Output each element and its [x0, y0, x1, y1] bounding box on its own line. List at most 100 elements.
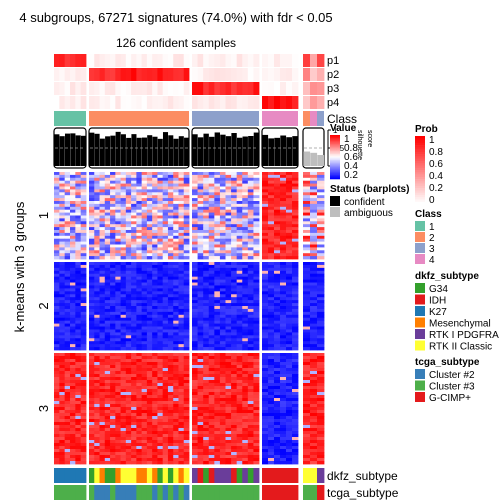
heatmap-cell: [99, 395, 106, 399]
heatmap-cell: [70, 386, 76, 390]
heatmap-cell: [242, 227, 249, 231]
prob-legend-swatch: [415, 145, 425, 148]
heatmap-cell: [183, 294, 190, 298]
heatmap-cell: [136, 195, 143, 199]
prob-cell: [136, 96, 143, 109]
heatmap-cell: [274, 410, 281, 414]
heatmap-cell: [247, 282, 254, 286]
heatmap-cell: [104, 209, 111, 213]
heatmap-cell: [286, 198, 293, 202]
heatmap-cell: [225, 338, 232, 342]
heatmap-cell: [120, 206, 127, 211]
heatmap-cell: [225, 250, 232, 254]
heatmap-cell: [80, 212, 87, 216]
heatmap-cell: [274, 256, 281, 260]
heatmap-cell: [89, 174, 95, 179]
heatmap-cell: [236, 368, 243, 372]
heatmap-cell: [173, 247, 179, 251]
heatmap-cell: [183, 383, 190, 387]
heatmap-cell: [214, 232, 221, 237]
heatmap-cell: [183, 189, 190, 193]
heatmap-cell: [303, 332, 311, 336]
heatmap-cell: [214, 392, 221, 396]
heatmap-cell: [152, 338, 158, 342]
heatmap-cell: [268, 341, 275, 345]
prob-cell: [178, 82, 185, 95]
heatmap-cell: [253, 431, 260, 435]
prob-cell: [253, 54, 260, 67]
heatmap-cell: [120, 186, 127, 190]
heatmap-cell: [192, 235, 198, 240]
heatmap-cell: [89, 276, 95, 280]
heatmap-cell: [75, 306, 82, 310]
heatmap-cell: [231, 398, 238, 402]
heatmap-cell: [99, 419, 106, 423]
heatmap-cell: [141, 386, 148, 390]
heatmap-cell: [286, 180, 293, 184]
heatmap-cell: [286, 227, 293, 231]
heatmap-cell: [197, 353, 204, 357]
heatmap-cell: [157, 356, 164, 360]
heatmap-cell: [236, 335, 243, 339]
heatmap-cell: [167, 212, 174, 216]
heatmap-cell: [162, 308, 169, 313]
tcga-row-label: tcga_subtype: [327, 486, 399, 500]
heatmap-cell: [286, 431, 293, 435]
heatmap-cell: [225, 341, 232, 345]
heatmap-cell: [303, 443, 311, 447]
heatmap-cell: [231, 359, 238, 363]
heatmap-cell: [262, 389, 269, 393]
heatmap-cell: [203, 362, 210, 366]
heatmap-cell: [274, 419, 281, 423]
heatmap-cell: [131, 407, 137, 411]
dkfz-legend-label: RTK II Classic: [429, 342, 492, 353]
value-legend-swatch: [330, 142, 340, 145]
heatmap-cell: [208, 203, 215, 208]
heatmap-cell: [162, 425, 169, 429]
dkfz-legend-swatch: [415, 306, 425, 316]
heatmap-cell: [94, 413, 100, 417]
heatmap-cell: [70, 356, 76, 360]
heatmap-cell: [268, 198, 275, 202]
heatmap-cell: [236, 371, 243, 375]
heatmap-cell: [242, 416, 249, 420]
heatmap-cell: [99, 425, 106, 429]
heatmap-cell: [178, 209, 185, 213]
heatmap-cell: [219, 183, 226, 187]
heatmap-cell: [303, 320, 311, 324]
prob-cell: [115, 68, 121, 81]
heatmap-cell: [280, 172, 287, 176]
heatmap-cell: [274, 353, 281, 357]
tcga-cell: [192, 485, 198, 500]
heatmap-cell: [89, 212, 95, 216]
heatmap-cell: [292, 218, 299, 222]
prob-cell: [197, 96, 204, 109]
heatmap-cell: [178, 341, 185, 345]
heatmap-cell: [54, 359, 60, 363]
heatmap-cell: [274, 235, 281, 240]
heatmap-cell: [268, 253, 275, 257]
value-legend-swatch: [330, 170, 340, 172]
heatmap-cell: [115, 362, 121, 366]
heatmap-cell: [141, 455, 148, 459]
heatmap-cell: [94, 314, 100, 319]
heatmap-cell: [262, 241, 269, 245]
prob-cell: [70, 82, 76, 95]
heatmap-cell: [59, 401, 66, 405]
heatmap-cell: [231, 183, 238, 187]
prob-cell: [231, 82, 238, 95]
dkfz-cell: [242, 468, 249, 483]
heatmap-cell: [125, 180, 132, 184]
heatmap-cell: [59, 437, 66, 441]
heatmap-cell: [219, 244, 226, 248]
heatmap-cell: [253, 186, 260, 190]
heatmap-cell: [162, 215, 169, 219]
heatmap-cell: [214, 326, 221, 330]
heatmap-cell: [274, 443, 281, 447]
heatmap-cell: [310, 189, 318, 193]
heatmap-cell: [253, 392, 260, 396]
heatmap-cell: [131, 279, 137, 283]
heatmap-cell: [317, 443, 325, 447]
heatmap-cell: [262, 273, 269, 278]
heatmap-cell: [225, 227, 232, 231]
